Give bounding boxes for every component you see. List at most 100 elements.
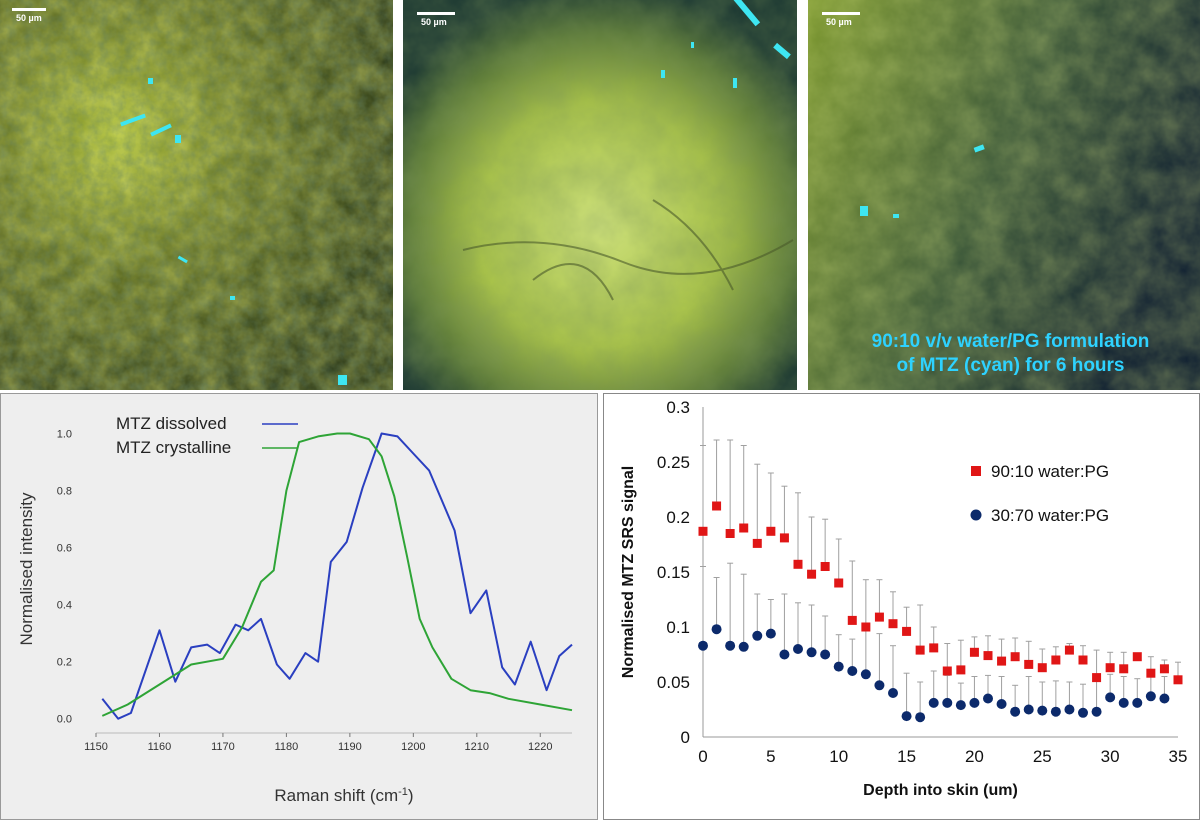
data-point-3070 xyxy=(793,644,803,654)
data-point-9010 xyxy=(712,501,722,511)
x-tick-label: 30 xyxy=(1101,747,1120,766)
data-point-9010 xyxy=(779,533,789,543)
legend-label: MTZ dissolved xyxy=(116,414,227,433)
data-point-3070 xyxy=(942,697,953,708)
x-tick-label: 1220 xyxy=(528,741,552,753)
data-point-9010 xyxy=(820,562,830,571)
data-point-3070 xyxy=(833,661,844,672)
data-point-9010 xyxy=(861,622,871,632)
legend-label: MTZ crystalline xyxy=(116,438,231,457)
data-point-9010 xyxy=(1092,673,1102,683)
scale-bar-label: 50 µm xyxy=(16,13,42,23)
data-point-3070 xyxy=(738,641,749,652)
x-tick-label: 0 xyxy=(698,747,707,766)
data-point-3070 xyxy=(1023,704,1034,715)
data-point-3070 xyxy=(711,624,722,635)
data-point-3070 xyxy=(1159,693,1170,704)
srs-depth-panel: 0 5 10 15 20 25 30 35 0 0.05 0.1 0.15 0.2 0.25 0.3 Norm… xyxy=(603,393,1200,820)
x-tick-label: 35 xyxy=(1169,747,1188,766)
data-point-9010 xyxy=(1024,659,1034,669)
data-point-3070 xyxy=(1064,704,1075,715)
x-tick-label: 25 xyxy=(1033,747,1052,766)
raman-spectrum-chart: 1150 1160 1170 1180 1190 1200 1210 1220 0.0 0.2 0.… xyxy=(0,393,598,820)
y-tick-label: 0.2 xyxy=(666,508,690,527)
data-point-3070 xyxy=(820,649,831,660)
x-tick-label: 1200 xyxy=(401,741,425,753)
data-point-9010 xyxy=(752,538,762,548)
data-point-9010 xyxy=(1051,655,1061,665)
legend-marker xyxy=(970,509,982,521)
x-tick-label: 1190 xyxy=(338,741,362,753)
legend-label: 30:70 water:PG xyxy=(991,506,1109,525)
data-point-3070 xyxy=(888,688,898,698)
scale-bar-label: 50 µm xyxy=(826,17,852,27)
data-point-9010 xyxy=(847,615,857,625)
data-point-9010 xyxy=(739,523,749,533)
data-point-9010 xyxy=(997,656,1007,666)
data-point-3070 xyxy=(901,711,912,722)
data-point-3070 xyxy=(752,630,763,641)
data-point-9010 xyxy=(1064,645,1074,655)
data-point-3070 xyxy=(765,628,776,639)
data-point-9010 xyxy=(766,526,776,536)
data-point-3070 xyxy=(860,669,871,680)
data-point-3070 xyxy=(698,640,708,651)
legend-marker xyxy=(971,466,981,476)
scale-bar xyxy=(12,8,46,11)
y-tick-label: 0.8 xyxy=(57,486,72,498)
data-point-3070 xyxy=(1118,697,1129,708)
data-point-3070 xyxy=(874,680,885,691)
data-point-9010 xyxy=(834,578,844,588)
data-point-9010 xyxy=(942,666,952,676)
data-point-9010 xyxy=(915,645,925,655)
x-tick-label: 1210 xyxy=(465,741,489,753)
data-point-9010 xyxy=(956,665,966,675)
data-point-9010 xyxy=(929,643,939,653)
caption-line-2: of MTZ (cyan) for 6 hours xyxy=(896,355,1125,376)
y-tick-label: 0.1 xyxy=(666,618,690,637)
series-line-crystalline xyxy=(101,432,573,717)
scale-bar-label: 50 µm xyxy=(421,17,447,27)
data-point-3070 xyxy=(1105,692,1116,703)
data-point-9010 xyxy=(1119,664,1129,674)
scale-bar xyxy=(417,12,455,15)
x-tick-label: 1150 xyxy=(84,741,108,753)
legend-label: 90:10 water:PG xyxy=(991,462,1109,481)
srs-depth-chart: 0 5 10 15 20 25 30 35 0 0.05 0.1 0.15 0.2 0.25 0.3 Norm… xyxy=(603,393,1200,820)
x-tick-label: 1170 xyxy=(211,741,235,753)
data-point-3070 xyxy=(806,647,817,658)
y-tick-label: 0.3 xyxy=(666,398,690,417)
y-axis-label: Normalised intensity xyxy=(17,492,36,646)
data-point-9010 xyxy=(1037,663,1047,673)
micrograph-right: 50 µm 90:10 v/v water/PG formulation of … xyxy=(808,0,1200,390)
y-axis-label: Normalised MTZ SRS signal xyxy=(620,466,637,678)
data-point-9010 xyxy=(1159,664,1169,674)
micrograph-middle: 50 µm xyxy=(403,0,797,390)
scale-bar xyxy=(822,12,860,15)
data-point-3070 xyxy=(1037,705,1048,716)
raman-spectrum-panel: 1150 1160 1170 1180 1190 1200 1210 1220 0.0 0.2 0.… xyxy=(0,393,598,820)
data-point-3070 xyxy=(725,640,736,651)
data-point-3070 xyxy=(1091,706,1102,717)
data-point-3070 xyxy=(1078,707,1088,718)
panel-background xyxy=(0,393,598,820)
data-point-3070 xyxy=(1010,706,1021,717)
caption-line-1: 90:10 v/v water/PG formulation xyxy=(871,331,1150,352)
data-point-9010 xyxy=(793,559,803,569)
y-tick-label: 0.0 xyxy=(57,714,72,726)
data-point-9010 xyxy=(725,529,735,538)
data-point-9010 xyxy=(698,526,708,536)
series-line-dissolved xyxy=(101,432,573,720)
data-point-3070 xyxy=(969,697,980,708)
y-tick-label: 0.4 xyxy=(57,600,72,612)
data-point-3070 xyxy=(1050,706,1061,717)
data-point-9010 xyxy=(1132,652,1142,662)
y-tick-label: 0 xyxy=(681,728,690,747)
data-point-9010 xyxy=(902,626,912,636)
data-point-3070 xyxy=(915,712,926,723)
data-point-9010 xyxy=(1078,655,1088,665)
x-tick-label: 1160 xyxy=(148,741,172,753)
y-tick-label: 0.6 xyxy=(57,543,72,555)
data-point-3070 xyxy=(983,693,993,704)
data-point-9010 xyxy=(888,619,898,629)
